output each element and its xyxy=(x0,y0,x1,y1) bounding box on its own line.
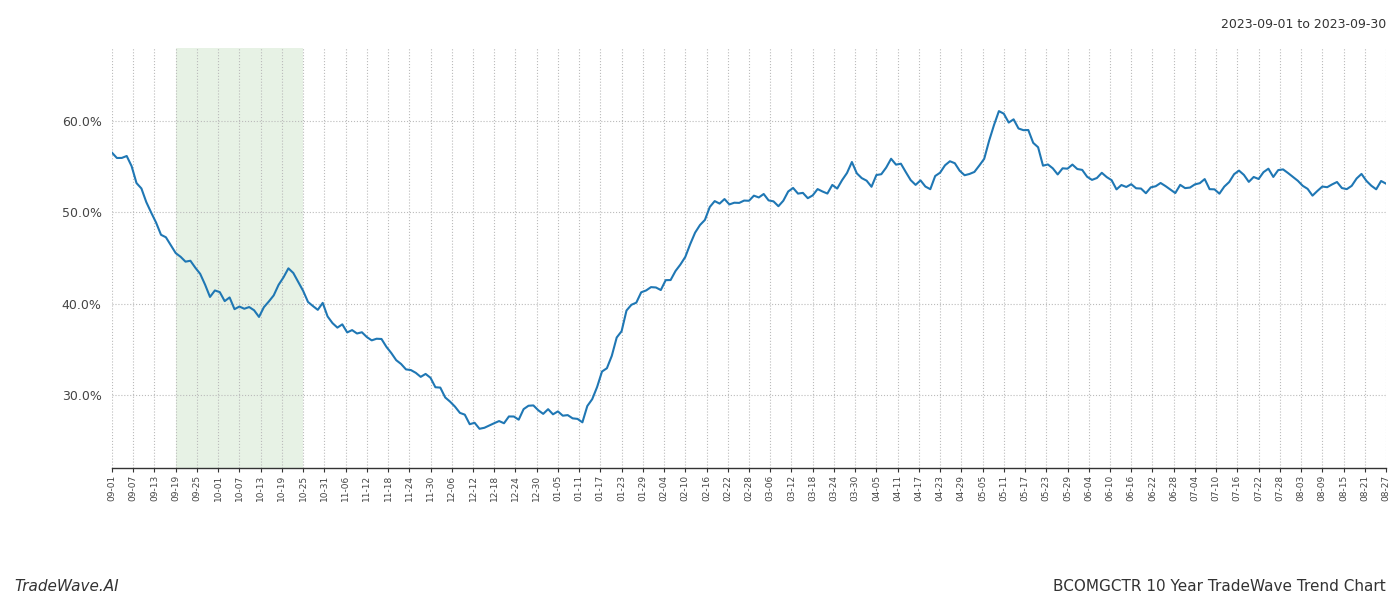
Text: BCOMGCTR 10 Year TradeWave Trend Chart: BCOMGCTR 10 Year TradeWave Trend Chart xyxy=(1053,579,1386,594)
Bar xyxy=(176,48,304,468)
Text: TradeWave.AI: TradeWave.AI xyxy=(14,579,119,594)
Text: 2023-09-01 to 2023-09-30: 2023-09-01 to 2023-09-30 xyxy=(1221,18,1386,31)
